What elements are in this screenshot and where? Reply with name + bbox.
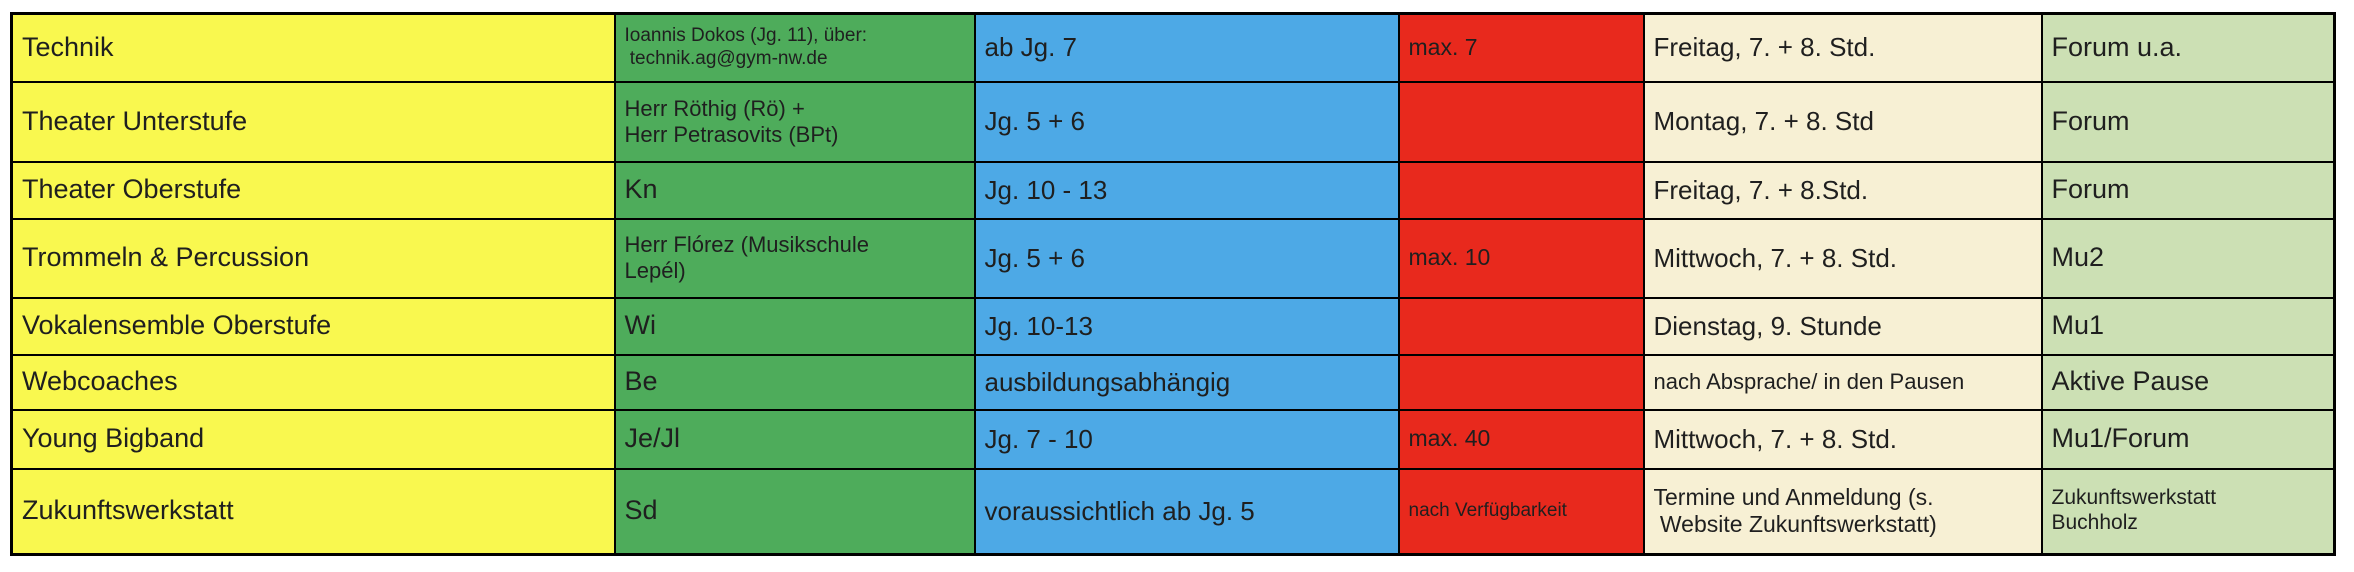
cell-max-participants <box>1397 353 1645 411</box>
cell-contact: Je/Jl <box>613 408 976 470</box>
cell-contact: Wi <box>613 296 976 356</box>
cell-room: Mu1/Forum <box>2040 408 2336 470</box>
ag-schedule-table-wrap: Technik Ioannis Dokos (Jg. 11), über: te… <box>10 12 2336 556</box>
cell-max-participants <box>1397 160 1645 220</box>
cell-grades: voraussichtlich ab Jg. 5 <box>973 467 1400 556</box>
cell-activity: Trommeln & Percussion <box>10 217 616 299</box>
cell-grades: ab Jg. 7 <box>973 12 1400 83</box>
cell-grades: ausbildungsabhängig <box>973 353 1400 411</box>
table-row: Theater Oberstufe Kn Jg. 10 - 13 Freitag… <box>10 160 2336 220</box>
cell-activity: Young Bigband <box>10 408 616 470</box>
cell-contact: Ioannis Dokos (Jg. 11), über: technik.ag… <box>613 12 976 83</box>
table-row: Young Bigband Je/Jl Jg. 7 - 10 max. 40 M… <box>10 408 2336 470</box>
table-row: Theater Unterstufe Herr Röthig (Rö) + He… <box>10 80 2336 163</box>
cell-schedule: nach Absprache/ in den Pausen <box>1642 353 2043 411</box>
cell-contact: Be <box>613 353 976 411</box>
table-row: Vokalensemble Oberstufe Wi Jg. 10-13 Die… <box>10 296 2336 356</box>
cell-contact: Kn <box>613 160 976 220</box>
cell-grades: Jg. 7 - 10 <box>973 408 1400 470</box>
cell-grades: Jg. 10 - 13 <box>973 160 1400 220</box>
cell-room: Mu2 <box>2040 217 2336 299</box>
cell-max-participants: nach Verfügbarkeit <box>1397 467 1645 556</box>
cell-max-participants <box>1397 296 1645 356</box>
cell-grades: Jg. 10-13 <box>973 296 1400 356</box>
cell-schedule: Freitag, 7. + 8. Std. <box>1642 12 2043 83</box>
table-row: Trommeln & Percussion Herr Flórez (Musik… <box>10 217 2336 299</box>
cell-contact: Herr Röthig (Rö) + Herr Petrasovits (BPt… <box>613 80 976 163</box>
cell-activity: Theater Unterstufe <box>10 80 616 163</box>
cell-activity: Webcoaches <box>10 353 616 411</box>
table-row: Webcoaches Be ausbildungsabhängig nach A… <box>10 353 2336 411</box>
cell-room: Mu1 <box>2040 296 2336 356</box>
ag-schedule-table: Technik Ioannis Dokos (Jg. 11), über: te… <box>10 12 2336 556</box>
cell-schedule: Freitag, 7. + 8.Std. <box>1642 160 2043 220</box>
cell-room: Aktive Pause <box>2040 353 2336 411</box>
cell-schedule: Montag, 7. + 8. Std <box>1642 80 2043 163</box>
cell-activity: Technik <box>10 12 616 83</box>
cell-activity: Zukunftswerkstatt <box>10 467 616 556</box>
cell-schedule: Mittwoch, 7. + 8. Std. <box>1642 408 2043 470</box>
table-row: Technik Ioannis Dokos (Jg. 11), über: te… <box>10 12 2336 83</box>
cell-contact: Sd <box>613 467 976 556</box>
table-row: Zukunftswerkstatt Sd voraussichtlich ab … <box>10 467 2336 556</box>
cell-schedule: Dienstag, 9. Stunde <box>1642 296 2043 356</box>
cell-max-participants: max. 40 <box>1397 408 1645 470</box>
cell-contact: Herr Flórez (Musikschule Lepél) <box>613 217 976 299</box>
cell-room: Zukunftswerkstatt Buchholz <box>2040 467 2336 556</box>
cell-max-participants: max. 10 <box>1397 217 1645 299</box>
cell-max-participants: max. 7 <box>1397 12 1645 83</box>
cell-schedule: Mittwoch, 7. + 8. Std. <box>1642 217 2043 299</box>
cell-activity: Vokalensemble Oberstufe <box>10 296 616 356</box>
cell-grades: Jg. 5 + 6 <box>973 80 1400 163</box>
cell-room: Forum u.a. <box>2040 12 2336 83</box>
cell-schedule: Termine und Anmeldung (s. Website Zukunf… <box>1642 467 2043 556</box>
cell-grades: Jg. 5 + 6 <box>973 217 1400 299</box>
cell-room: Forum <box>2040 160 2336 220</box>
cell-room: Forum <box>2040 80 2336 163</box>
cell-max-participants <box>1397 80 1645 163</box>
cell-activity: Theater Oberstufe <box>10 160 616 220</box>
